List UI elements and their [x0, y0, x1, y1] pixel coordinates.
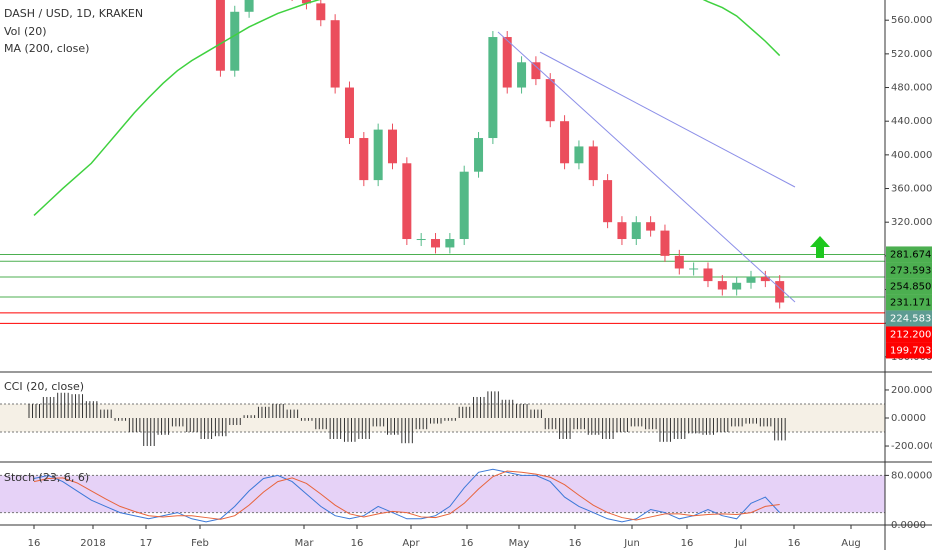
x-tick-label: 16 — [681, 538, 694, 549]
candle — [445, 239, 455, 248]
y-tick-label: 200.0000 — [891, 385, 932, 396]
candle — [560, 121, 570, 164]
trend-line — [539, 51, 796, 188]
candle — [588, 146, 598, 181]
candle — [660, 230, 670, 256]
candle — [301, 0, 311, 4]
x-tick-label: Jun — [623, 538, 640, 549]
price-label-box — [886, 262, 932, 279]
candle — [603, 180, 613, 223]
price-label: 224.583 — [890, 313, 931, 324]
x-tick-label: 2018 — [80, 538, 105, 549]
x-tick-label: Feb — [191, 538, 209, 549]
candle — [574, 146, 584, 164]
candle — [703, 268, 713, 282]
price-label-box — [886, 326, 932, 343]
y-tick-label: 440.0000 — [891, 116, 932, 127]
pane — [0, 391, 885, 447]
x-tick-label: Jul — [734, 538, 747, 549]
candle — [459, 171, 469, 240]
candle — [402, 163, 412, 240]
x-tick-label: May — [509, 538, 530, 549]
candle — [344, 87, 354, 139]
indicator-label: Vol (20) — [4, 25, 47, 38]
price-label: 231.171 — [890, 297, 931, 308]
y-tick-label: 320.0000 — [891, 217, 932, 228]
ma-line — [33, 0, 781, 217]
y-tick-label: 400.0000 — [891, 150, 932, 161]
x-tick-label: 16 — [351, 538, 364, 549]
stoch-band — [0, 475, 885, 513]
y-tick-label: 360.0000 — [891, 184, 932, 195]
candle — [517, 62, 527, 88]
x-tick-label: 16 — [461, 538, 474, 549]
candle — [545, 79, 555, 122]
price-label: 254.850 — [890, 281, 931, 292]
y-tick-label: 560.0000 — [891, 15, 932, 26]
candle — [717, 281, 727, 290]
candle — [746, 276, 756, 283]
price-label-box — [886, 278, 932, 295]
candle — [474, 138, 484, 172]
candle — [488, 37, 498, 139]
candle — [431, 239, 441, 248]
candle — [359, 138, 369, 181]
price-label-box — [886, 246, 932, 263]
symbol-title: DASH / USD, 1D, KRAKEN — [4, 7, 143, 20]
candle — [502, 37, 512, 88]
candle — [531, 62, 541, 80]
candle — [617, 222, 627, 240]
candle — [674, 255, 684, 269]
stoch-line — [33, 470, 780, 521]
candle — [330, 20, 340, 88]
candle — [760, 276, 770, 282]
x-tick-label: Mar — [295, 538, 315, 549]
x-tick-label: 16 — [569, 538, 582, 549]
candle — [775, 281, 785, 303]
indicator-label: CCI (20, close) — [4, 380, 84, 393]
candle — [215, 0, 225, 71]
x-tick-label: 16 — [788, 538, 801, 549]
candle — [388, 129, 397, 164]
x-tick-label: 17 — [140, 538, 153, 549]
x-tick-label: Aug — [841, 538, 861, 549]
candle — [316, 3, 326, 21]
trend-line — [497, 31, 796, 303]
y-tick-label: 480.0000 — [891, 83, 932, 94]
price-label: 212.200 — [890, 329, 931, 340]
x-tick-label: Apr — [402, 538, 420, 549]
price-label-box — [886, 342, 932, 359]
y-tick-label: 0.0000 — [891, 413, 926, 424]
y-tick-label: 520.0000 — [891, 49, 932, 60]
price-label: 281.674 — [890, 249, 931, 260]
up-arrow — [810, 236, 830, 258]
price-label-box — [886, 294, 932, 311]
candle — [416, 239, 426, 241]
indicator-label: MA (200, close) — [4, 42, 89, 55]
y-tick-label: 80.0000 — [891, 470, 932, 481]
candle — [230, 11, 240, 71]
candle — [646, 222, 656, 231]
candle — [631, 222, 641, 240]
price-label-box — [886, 310, 932, 327]
candle — [373, 129, 383, 181]
candle — [732, 282, 742, 290]
indicator-label: Stoch (23, 6, 6) — [4, 471, 89, 484]
price-label: 199.703 — [890, 345, 931, 356]
x-tick-label: 16 — [28, 538, 41, 549]
pane — [0, 0, 885, 324]
price-label: 273.593 — [890, 265, 931, 276]
pane — [0, 468, 885, 523]
y-tick-label: -200.0000 — [891, 441, 932, 452]
candle — [244, 0, 254, 12]
candle — [689, 268, 699, 270]
